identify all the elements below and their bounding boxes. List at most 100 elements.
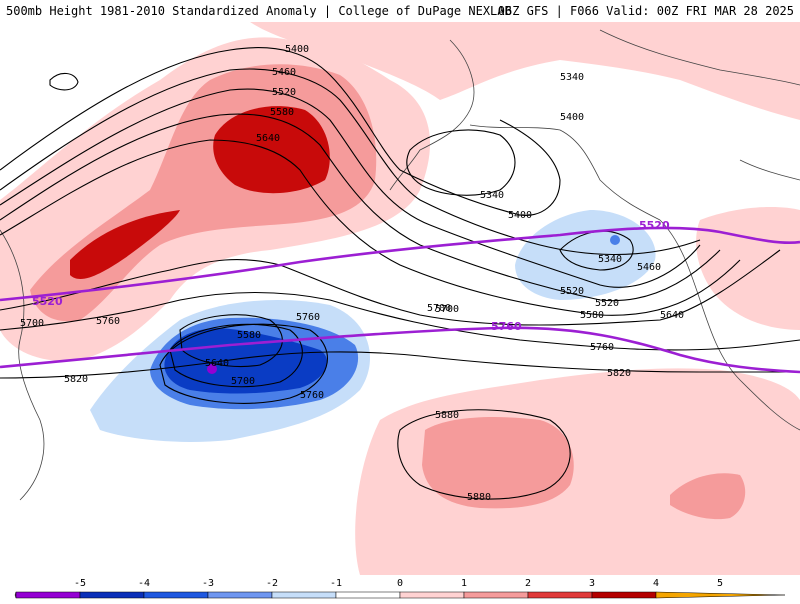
contour-label: 5400 xyxy=(508,210,532,221)
contour-label: 5700 xyxy=(427,303,451,314)
contour-label: 5340 xyxy=(598,254,622,265)
contour-5580-low xyxy=(179,314,283,368)
anomaly-shading xyxy=(0,22,800,575)
colorbar-segment xyxy=(271,591,337,599)
contour-5460 xyxy=(0,68,701,256)
colorbar-segment xyxy=(463,591,529,599)
contour-label: 5580 xyxy=(580,310,604,321)
contour-label: 5760 xyxy=(296,312,320,323)
positive-anomaly-light xyxy=(355,368,800,575)
contour-label: 5640 xyxy=(660,310,684,321)
height-contours xyxy=(0,47,800,500)
positive-anomaly-strong xyxy=(70,210,180,279)
colorbar-segment xyxy=(79,591,145,599)
contour-label: 5340 xyxy=(560,72,584,83)
colorbar-tick-label: -2 xyxy=(266,578,278,589)
purple-5520-contour xyxy=(0,226,800,302)
colorbar-tick-label: -1 xyxy=(330,578,342,589)
colorbar-segment xyxy=(143,591,209,599)
contour-label: 5400 xyxy=(285,44,309,55)
purple-contour-label: 5760 xyxy=(491,320,522,333)
colorbar-segment xyxy=(207,591,273,599)
colorbar-segment xyxy=(655,591,786,599)
contour-small xyxy=(49,72,79,91)
contour-label: 5760 xyxy=(300,390,324,401)
coastlines xyxy=(0,29,800,501)
reference-contours xyxy=(0,226,800,374)
contour-label: 5640 xyxy=(256,133,280,144)
anomaly-map: 5400 5460 5520 5580 5640 5340 5400 5340 … xyxy=(0,22,800,575)
colorbar-tick-label: -5 xyxy=(74,578,86,589)
contour-label: 5580 xyxy=(270,107,294,118)
map-title: 500mb Height 1981-2010 Standardized Anom… xyxy=(6,4,512,18)
colorbar-tick-label: -4 xyxy=(138,578,150,589)
contour-label: 5700 xyxy=(20,318,44,329)
contour-5700 xyxy=(0,249,781,326)
positive-anomaly-medium xyxy=(670,473,746,520)
contour-label: 5580 xyxy=(237,330,261,341)
contour-5760 xyxy=(0,291,800,351)
contour-label: 5700 xyxy=(435,304,459,315)
coastline xyxy=(599,29,800,86)
contour-5340 xyxy=(406,129,516,196)
contour-label: 5640 xyxy=(205,358,229,369)
coastline xyxy=(739,159,800,181)
negative-anomaly-strong xyxy=(164,328,328,394)
colorbar-segment xyxy=(399,591,465,599)
coastline xyxy=(659,219,800,431)
coastline xyxy=(469,124,661,221)
coastline xyxy=(389,39,475,191)
contour-label: 5820 xyxy=(607,368,631,379)
negative-anomaly-extreme xyxy=(207,364,217,374)
contour-labels: 5400 5460 5520 5580 5640 5340 5400 5340 … xyxy=(20,44,684,503)
contour-label: 5460 xyxy=(272,67,296,78)
contour-label: 5520 xyxy=(272,87,296,98)
contour-label: 5520 xyxy=(595,298,619,309)
colorbar-ticks: -5 -4 -3 -2 -1 0 1 2 3 4 5 xyxy=(74,578,723,589)
contour-label: 5520 xyxy=(560,286,584,297)
anomaly-colorbar: -5 -4 -3 -2 -1 0 1 2 3 4 5 xyxy=(0,575,800,600)
colorbar-tick-label: 1 xyxy=(461,578,467,589)
map-header: 500mb Height 1981-2010 Standardized Anom… xyxy=(0,0,800,22)
contour-label: 5880 xyxy=(435,410,459,421)
positive-anomaly-medium xyxy=(422,417,574,509)
colorbar-tick-label: 0 xyxy=(397,578,403,589)
colorbar-segment xyxy=(591,591,657,599)
colorbar-segments xyxy=(14,591,786,599)
contour-label: 5880 xyxy=(467,492,491,503)
coastline xyxy=(0,229,45,501)
colorbar-segment xyxy=(335,591,401,599)
colorbar-segment xyxy=(15,591,81,599)
contour-label: 5460 xyxy=(637,262,661,273)
positive-anomaly-light xyxy=(250,22,800,120)
model-run-info: 06Z GFS | F066 Valid: 00Z FRI MAR 28 202… xyxy=(497,4,794,18)
colorbar-tick-label: -3 xyxy=(202,578,214,589)
colorbar-tick-label: 4 xyxy=(653,578,659,589)
contour-label: 5400 xyxy=(560,112,584,123)
contour-5700-low xyxy=(159,323,328,404)
contour-5640 xyxy=(0,139,741,316)
positive-anomaly-light xyxy=(696,207,800,330)
colorbar-segment xyxy=(527,591,593,599)
contour-5820 xyxy=(0,351,800,379)
positive-anomaly-strong xyxy=(213,106,330,194)
colorbar-tick-label: 2 xyxy=(525,578,531,589)
purple-contour-label: 5520 xyxy=(639,219,670,232)
purple-contour-label: 5520 xyxy=(32,295,63,308)
contour-5880 xyxy=(397,409,571,500)
negative-anomaly-light xyxy=(515,210,656,300)
purple-5760-contour xyxy=(0,326,800,374)
contour-label: 5760 xyxy=(96,316,120,327)
contour-label: 5700 xyxy=(231,376,255,387)
contour-label: 5820 xyxy=(64,374,88,385)
contour-label: 5760 xyxy=(590,342,614,353)
contour-5400 xyxy=(0,47,561,216)
contour-5640-low xyxy=(169,323,303,388)
contour-label: 5340 xyxy=(480,190,504,201)
colorbar-tick-label: 3 xyxy=(589,578,595,589)
contour-5580 xyxy=(0,113,721,302)
negative-anomaly-medium xyxy=(610,235,620,245)
contour-5520 xyxy=(0,88,701,288)
purple-contour-labels: 5520 5520 5760 xyxy=(32,219,670,333)
colorbar-tick-label: 5 xyxy=(717,578,723,589)
